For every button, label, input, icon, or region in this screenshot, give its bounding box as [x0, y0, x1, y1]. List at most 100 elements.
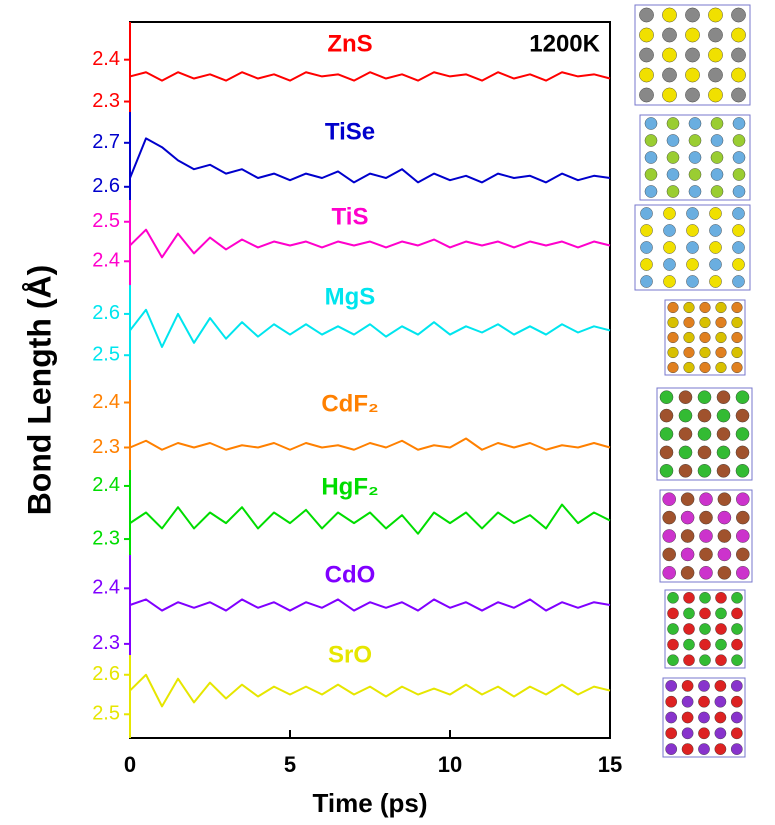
- y-tick-label: 2.3: [92, 436, 120, 458]
- atom: [708, 68, 722, 82]
- atom: [668, 362, 679, 373]
- atom: [660, 391, 673, 404]
- series-line: [130, 675, 610, 707]
- atom: [731, 28, 745, 42]
- atom: [679, 409, 692, 422]
- atom: [663, 529, 676, 542]
- atom: [732, 275, 744, 287]
- atom: [709, 275, 721, 287]
- atom: [718, 548, 731, 561]
- atom: [700, 317, 711, 328]
- x-tick-label: 5: [284, 752, 296, 777]
- atom: [681, 566, 694, 579]
- atom: [699, 623, 710, 634]
- atom: [668, 302, 679, 313]
- atom: [715, 608, 726, 619]
- atom: [711, 151, 723, 163]
- atom: [689, 134, 701, 146]
- y-tick-label: 2.3: [92, 527, 120, 549]
- atom: [732, 302, 743, 313]
- atom: [716, 302, 727, 313]
- atom: [732, 362, 743, 373]
- atom: [667, 185, 679, 197]
- atom: [699, 566, 712, 579]
- atom: [686, 241, 698, 253]
- atom: [683, 655, 694, 666]
- y-tick-label: 2.6: [92, 302, 120, 324]
- atom: [645, 117, 657, 129]
- atom: [660, 427, 673, 440]
- atom: [645, 151, 657, 163]
- atom: [732, 258, 744, 270]
- atom: [708, 28, 722, 42]
- atom: [663, 493, 676, 506]
- atom: [685, 28, 699, 42]
- atom: [736, 493, 749, 506]
- atom: [682, 728, 693, 739]
- atom: [733, 134, 745, 146]
- atom: [736, 409, 749, 422]
- atom: [684, 302, 695, 313]
- atom: [731, 655, 742, 666]
- atom: [679, 391, 692, 404]
- x-tick-label: 15: [598, 752, 622, 777]
- atom: [663, 241, 675, 253]
- x-axis-title: Time (ps): [312, 788, 427, 818]
- atom: [681, 493, 694, 506]
- atom: [717, 409, 730, 422]
- atom: [698, 391, 711, 404]
- atom: [667, 151, 679, 163]
- atom: [698, 409, 711, 422]
- atom: [736, 566, 749, 579]
- atom: [717, 464, 730, 477]
- atom: [700, 302, 711, 313]
- atom: [709, 224, 721, 236]
- atom: [663, 275, 675, 287]
- y-tick-label: 2.5: [92, 343, 120, 365]
- atom: [683, 608, 694, 619]
- atom: [715, 655, 726, 666]
- atom: [700, 362, 711, 373]
- atom: [686, 275, 698, 287]
- atom: [731, 608, 742, 619]
- atom: [668, 332, 679, 343]
- y-tick-label: 2.4: [92, 391, 120, 413]
- structure-images: [635, 5, 752, 757]
- atom: [700, 347, 711, 358]
- atom: [699, 592, 710, 603]
- x-tick-label: 0: [124, 752, 136, 777]
- y-tick-label: 2.7: [92, 131, 120, 153]
- atom: [666, 743, 677, 754]
- atom: [715, 623, 726, 634]
- atom: [663, 511, 676, 524]
- atom: [685, 8, 699, 22]
- atom: [679, 464, 692, 477]
- series-line: [130, 230, 610, 258]
- atom: [736, 427, 749, 440]
- atom: [731, 639, 742, 650]
- atom: [731, 680, 742, 691]
- atom: [731, 88, 745, 102]
- atom: [679, 427, 692, 440]
- atom: [716, 347, 727, 358]
- atom: [711, 134, 723, 146]
- atom: [666, 696, 677, 707]
- atom: [731, 728, 742, 739]
- atom: [698, 728, 709, 739]
- atom: [689, 168, 701, 180]
- atom: [736, 511, 749, 524]
- atom: [682, 696, 693, 707]
- atom: [683, 639, 694, 650]
- atom: [681, 511, 694, 524]
- atom: [709, 241, 721, 253]
- atom: [663, 566, 676, 579]
- atom: [699, 529, 712, 542]
- atom: [660, 464, 673, 477]
- series-label: TiSe: [325, 118, 375, 145]
- atom: [732, 332, 743, 343]
- atom: [662, 8, 676, 22]
- atom: [639, 88, 653, 102]
- atom: [639, 68, 653, 82]
- atom: [716, 332, 727, 343]
- atom: [698, 696, 709, 707]
